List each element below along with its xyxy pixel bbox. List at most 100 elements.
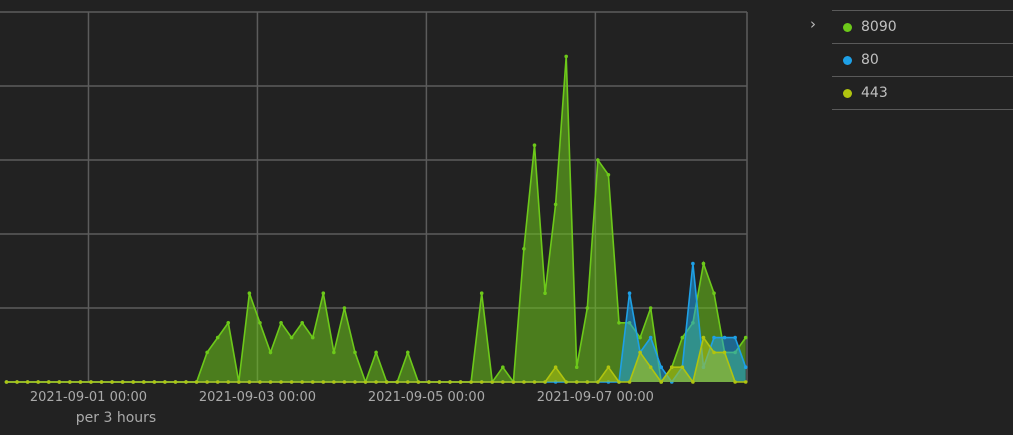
data-point[interactable] <box>701 335 706 340</box>
data-point[interactable] <box>648 365 653 370</box>
data-point[interactable] <box>405 350 410 355</box>
data-point[interactable] <box>205 380 209 384</box>
data-point[interactable] <box>279 321 283 325</box>
legend-item-8090[interactable]: 8090 <box>832 10 1013 43</box>
data-point[interactable] <box>36 380 40 384</box>
data-point[interactable] <box>680 365 685 370</box>
data-point[interactable] <box>648 335 653 340</box>
data-point[interactable] <box>743 335 748 340</box>
data-point[interactable] <box>173 380 178 384</box>
data-point[interactable] <box>321 291 326 296</box>
data-point[interactable] <box>310 380 315 384</box>
chevron-right-icon[interactable]: › <box>810 15 816 33</box>
data-point[interactable] <box>532 380 537 384</box>
data-point[interactable] <box>553 365 558 370</box>
data-point[interactable] <box>363 380 368 384</box>
data-point[interactable] <box>680 335 685 340</box>
data-point[interactable] <box>712 291 716 296</box>
data-point[interactable] <box>163 380 167 384</box>
data-point[interactable] <box>627 380 632 384</box>
data-point[interactable] <box>152 380 157 384</box>
data-point[interactable] <box>374 380 378 384</box>
data-point[interactable] <box>25 380 30 384</box>
data-point[interactable] <box>89 380 93 384</box>
data-point[interactable] <box>553 202 558 207</box>
data-point[interactable] <box>289 335 294 340</box>
data-point[interactable] <box>596 158 600 162</box>
data-point[interactable] <box>374 350 378 355</box>
data-point[interactable] <box>237 380 241 384</box>
data-point[interactable] <box>279 380 283 384</box>
data-point[interactable] <box>342 380 347 384</box>
data-point[interactable] <box>585 380 590 384</box>
data-point[interactable] <box>120 380 125 384</box>
data-point[interactable] <box>479 291 484 296</box>
data-point[interactable] <box>342 306 347 310</box>
data-point[interactable] <box>638 350 642 355</box>
data-point[interactable] <box>141 380 146 384</box>
data-point[interactable] <box>585 306 590 310</box>
data-point[interactable] <box>490 380 495 384</box>
data-point[interactable] <box>416 380 421 384</box>
data-point[interactable] <box>131 380 136 384</box>
data-point[interactable] <box>659 380 664 384</box>
data-point[interactable] <box>659 365 664 370</box>
data-point[interactable] <box>78 380 83 384</box>
data-point[interactable] <box>353 380 357 384</box>
data-point[interactable] <box>596 380 600 384</box>
data-point[interactable] <box>448 380 452 384</box>
legend-item-443[interactable]: 443 <box>832 76 1013 110</box>
data-point[interactable] <box>300 380 304 384</box>
data-point[interactable] <box>395 380 400 384</box>
data-point[interactable] <box>669 365 674 370</box>
data-point[interactable] <box>4 380 9 384</box>
data-point[interactable] <box>427 380 431 384</box>
legend-item-80[interactable]: 80 <box>832 43 1013 76</box>
data-point[interactable] <box>638 335 642 340</box>
data-point[interactable] <box>691 261 695 266</box>
data-point[interactable] <box>268 350 273 355</box>
data-point[interactable] <box>733 380 737 384</box>
data-point[interactable] <box>215 335 220 340</box>
data-point[interactable] <box>268 380 273 384</box>
data-point[interactable] <box>68 380 72 384</box>
data-point[interactable] <box>522 380 526 384</box>
data-point[interactable] <box>289 380 294 384</box>
data-point[interactable] <box>15 380 19 384</box>
data-point[interactable] <box>733 335 737 340</box>
data-point[interactable] <box>479 380 484 384</box>
data-point[interactable] <box>258 321 262 325</box>
data-point[interactable] <box>564 54 568 59</box>
data-point[interactable] <box>99 380 104 384</box>
data-point[interactable] <box>332 380 336 384</box>
data-point[interactable] <box>691 380 695 384</box>
data-point[interactable] <box>543 291 547 296</box>
data-point[interactable] <box>722 350 727 355</box>
data-point[interactable] <box>57 380 62 384</box>
data-point[interactable] <box>110 380 114 384</box>
data-point[interactable] <box>648 306 653 310</box>
data-point[interactable] <box>543 380 547 384</box>
data-point[interactable] <box>617 321 621 325</box>
data-point[interactable] <box>300 321 304 325</box>
data-point[interactable] <box>712 350 716 355</box>
data-point[interactable] <box>184 380 188 384</box>
data-point[interactable] <box>574 365 579 370</box>
data-point[interactable] <box>617 380 621 384</box>
data-point[interactable] <box>405 380 410 384</box>
data-point[interactable] <box>564 380 568 384</box>
data-point[interactable] <box>384 380 389 384</box>
data-point[interactable] <box>501 365 505 370</box>
data-point[interactable] <box>743 380 748 384</box>
data-point[interactable] <box>247 291 252 296</box>
data-point[interactable] <box>701 261 706 266</box>
data-point[interactable] <box>501 380 505 384</box>
data-point[interactable] <box>743 365 748 370</box>
data-point[interactable] <box>310 335 315 340</box>
data-point[interactable] <box>469 380 473 384</box>
data-point[interactable] <box>258 380 262 384</box>
data-point[interactable] <box>353 350 357 355</box>
data-point[interactable] <box>194 380 199 384</box>
data-point[interactable] <box>247 380 252 384</box>
data-point[interactable] <box>437 380 442 384</box>
